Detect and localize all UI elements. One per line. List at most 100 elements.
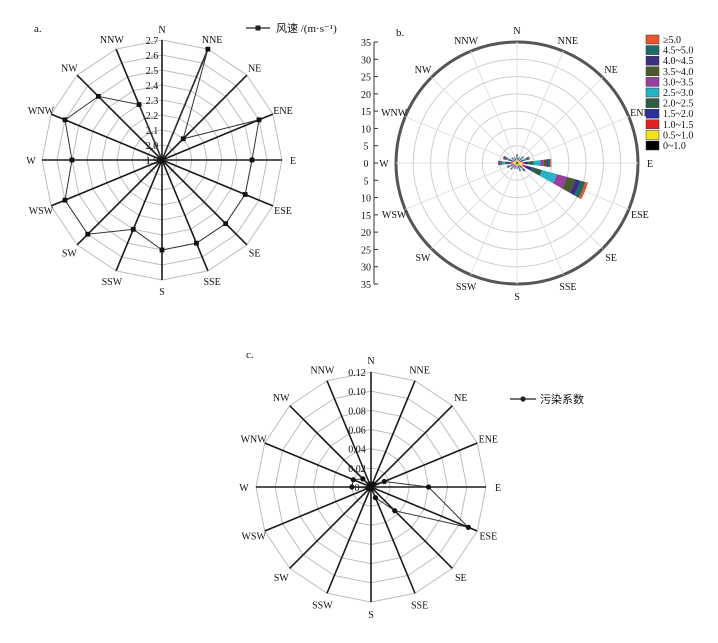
scale-tick-label: 35 [361, 38, 371, 49]
direction-label-ne: NE [248, 63, 261, 74]
scale-tick-label: 30 [361, 263, 371, 274]
petal-sse-segment [518, 167, 520, 169]
spoke-ssw [326, 486, 372, 594]
petal-ese-segment [578, 181, 588, 200]
petal-sw-segment [511, 166, 514, 169]
radial-tick-label: 2.3 [146, 96, 159, 107]
petal-ene-segment [526, 157, 529, 161]
petal-nne-segment [517, 161, 518, 163]
spoke-sse [161, 159, 209, 272]
petal-ne-segment [522, 156, 524, 158]
direction-label-ese: ESE [631, 210, 649, 221]
spoke-sw [431, 162, 518, 249]
scale-tick-label: 25 [361, 73, 371, 84]
radial-tick-label: 2.2 [146, 111, 159, 122]
data-point-ne [180, 136, 186, 142]
petal-sw-segment [513, 165, 515, 167]
petal-e-segment [548, 158, 551, 168]
direction-label-se: SE [605, 253, 617, 264]
petal-ese-segment [525, 165, 532, 171]
petal-sse-segment [518, 169, 521, 171]
panel-a-radar: a. 1.9 2.0 2.1 2.2 2.3 2.4 2.5 2.6 2.7 N NNE NE ENE… [26, 22, 337, 298]
legend-label: ≥5.0 [663, 35, 681, 46]
petal-ene-segment [523, 158, 526, 162]
petal-wsw-segment [507, 165, 510, 168]
petal-e-segment [533, 160, 541, 166]
petal-ese-segment [574, 180, 586, 198]
petal-nne-segment [518, 157, 521, 158]
spoke-ene [516, 116, 629, 164]
petal-e-segment [540, 159, 544, 167]
direction-label-nne: NNE [202, 35, 223, 46]
petal-se-segment [521, 167, 524, 170]
petal-sw-segment [514, 164, 516, 166]
spoke-wsw [264, 486, 372, 532]
petal-e-segment [546, 159, 549, 167]
petal-nw-segment [514, 160, 517, 163]
direction-label-ne: NE [454, 393, 467, 404]
petal-sw-segment [511, 167, 513, 169]
spoke-ssw [470, 162, 518, 275]
data-point-nne [205, 46, 211, 52]
petal-sse-segment [519, 170, 522, 172]
petal-n-segment [516, 155, 518, 157]
data-point-n [159, 157, 165, 163]
petal-wnw-segment [511, 159, 514, 162]
panel-b-petals [497, 154, 588, 200]
petal-ene-segment [517, 162, 519, 163]
panel-b-wind-rose: b. 35 30 25 20 15 10 5 0 5 10 15 20 25 30 35 N NNE NE ENE… [361, 26, 693, 303]
radial-tick-label: 2.7 [146, 36, 159, 47]
petal-ese-segment [530, 167, 542, 176]
data-point-sse [372, 495, 379, 501]
direction-label-s: S [159, 287, 165, 298]
petal-wsw-segment [510, 164, 513, 167]
petal-ne-segment [519, 159, 521, 161]
petal-nne-segment [518, 157, 520, 159]
data-point-e [425, 484, 432, 490]
petal-ssw-segment [514, 166, 517, 167]
spoke-ene [370, 442, 478, 488]
petal-sse-segment [519, 169, 521, 171]
petal-ne-segment [520, 157, 523, 160]
petal-wsw-segment [512, 164, 514, 166]
data-point-ne [371, 481, 377, 487]
petal-ssw-segment [515, 164, 517, 166]
legend-swatch [645, 140, 660, 151]
direction-label-ssw: SSW [102, 277, 123, 288]
petal-ese-segment [518, 163, 523, 166]
panel-c-legend-label: 污染系数 [540, 392, 584, 406]
legend-swatch [645, 34, 660, 45]
petal-nw-segment [515, 161, 517, 163]
panel-b-vertical-scale: 35 30 25 20 15 10 5 0 5 10 15 20 25 30 35 [361, 38, 378, 291]
data-point-sw [85, 231, 91, 237]
petal-nne-segment [517, 160, 519, 162]
legend-swatch [645, 66, 660, 77]
radial-tick-label: 1.9 [146, 156, 159, 167]
direction-label-wnw: WNW [381, 108, 408, 119]
petal-n-segment [516, 157, 518, 159]
direction-label-e: E [290, 156, 296, 167]
legend-marker-icon [520, 396, 526, 402]
petal-nnw-segment [514, 157, 516, 159]
petal-s-segment [516, 166, 518, 168]
petal-e-segment [518, 162, 523, 164]
petal-w-segment [505, 161, 509, 165]
legend-label: 3.0~3.5 [663, 77, 693, 88]
legend-label: 2.5~3.0 [663, 88, 693, 99]
petal-wnw-segment [504, 156, 507, 160]
data-point-ssw [130, 226, 136, 232]
legend-swatch [645, 119, 660, 130]
petal-se-segment [520, 166, 523, 169]
petal-ne-segment [521, 157, 523, 159]
legend-swatch [645, 45, 660, 55]
petal-sse-segment [517, 164, 519, 166]
petal-sse-segment [517, 163, 518, 165]
direction-label-sw: SW [274, 573, 290, 584]
direction-label-w: W [239, 483, 249, 494]
direction-label-nne: NNE [558, 36, 579, 47]
direction-label-n: N [513, 26, 520, 37]
direction-label-s: S [368, 610, 374, 621]
direction-label-se: SE [249, 249, 261, 260]
petal-sse-segment [518, 168, 521, 170]
direction-label-wnw: WNW [241, 434, 268, 445]
